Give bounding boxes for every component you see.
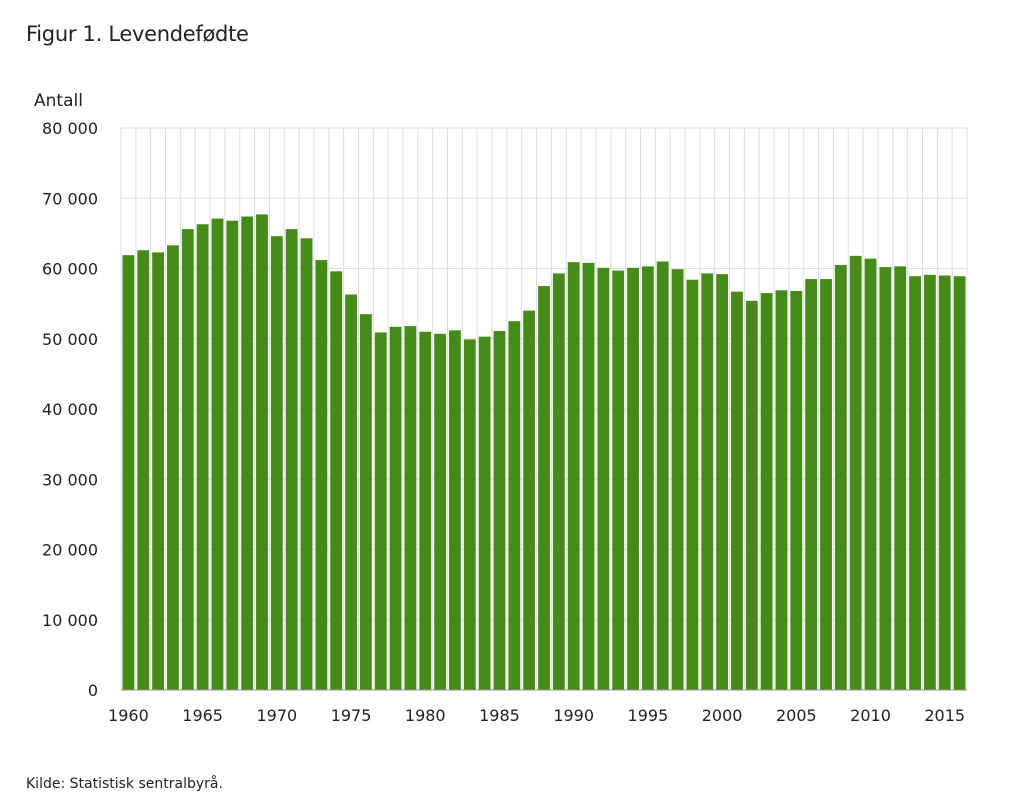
bar-2014 xyxy=(923,274,936,690)
bar-1980 xyxy=(419,331,432,690)
bar-1971 xyxy=(285,229,298,690)
bar-2005 xyxy=(790,290,803,690)
chart-title: Figur 1. Levendefødte xyxy=(26,22,249,46)
bar-1988 xyxy=(538,286,550,690)
x-tick-label: 1970 xyxy=(256,706,297,725)
x-tick-label: 2000 xyxy=(702,706,743,725)
y-tick-label: 10 000 xyxy=(42,611,98,630)
bar-1984 xyxy=(478,336,491,690)
y-tick-label: 30 000 xyxy=(42,470,98,489)
y-axis-label: Antall xyxy=(34,91,83,111)
y-tick-label: 50 000 xyxy=(42,330,98,349)
bar-1960 xyxy=(122,255,135,690)
bar-1990 xyxy=(567,262,580,690)
bar-1994 xyxy=(627,267,639,690)
bar-1978 xyxy=(389,326,402,690)
bar-2009 xyxy=(849,255,862,691)
bar-1986 xyxy=(508,321,521,690)
bar-2007 xyxy=(820,279,832,690)
bar-1987 xyxy=(523,310,536,690)
bars-layer xyxy=(122,214,966,691)
bar-1975 xyxy=(345,294,357,690)
bar-1993 xyxy=(612,270,625,690)
bar-1969 xyxy=(256,214,268,690)
y-tick-label: 0 xyxy=(88,681,98,700)
bar-1982 xyxy=(449,330,461,690)
bar-1992 xyxy=(597,267,610,690)
bar-2006 xyxy=(805,279,818,690)
axis-layer: 0 10 000 20 000 30 000 40 000 50 000 60 000 70 … xyxy=(42,119,967,725)
x-tick-label: 1975 xyxy=(331,706,372,725)
bar-2000 xyxy=(716,274,729,690)
bar-1963 xyxy=(167,245,179,690)
bar-2011 xyxy=(879,267,892,690)
y-tick-label: 70 000 xyxy=(42,189,98,208)
bar-2012 xyxy=(894,266,907,690)
bar-1997 xyxy=(671,269,684,690)
bar-1974 xyxy=(330,271,343,690)
bar-1965 xyxy=(196,224,209,690)
x-tick-label: 2005 xyxy=(776,706,817,725)
bar-1996 xyxy=(656,261,669,690)
bar-1983 xyxy=(463,339,476,690)
bar-1967 xyxy=(226,220,239,691)
bar-1964 xyxy=(181,229,194,690)
bar-2001 xyxy=(731,291,743,690)
y-tick-label: 60 000 xyxy=(42,260,98,279)
bar-1973 xyxy=(315,260,328,690)
bar-1985 xyxy=(493,331,506,690)
x-tick-label: 1980 xyxy=(405,706,446,725)
y-tick-label: 20 000 xyxy=(42,541,98,560)
y-tick-label: 40 000 xyxy=(42,400,98,419)
y-tick-label: 80 000 xyxy=(42,119,98,138)
bar-2003 xyxy=(760,293,773,690)
bar-1970 xyxy=(270,236,283,690)
bar-1962 xyxy=(152,252,165,690)
x-tick-label: 2015 xyxy=(924,706,965,725)
x-tick-label: 1965 xyxy=(182,706,223,725)
bar-1979 xyxy=(404,326,417,690)
x-tick-label: 1990 xyxy=(553,706,594,725)
bar-1977 xyxy=(374,332,387,690)
bar-1998 xyxy=(686,279,699,690)
bar-1999 xyxy=(701,273,714,690)
x-tick-label: 1985 xyxy=(479,706,520,725)
bar-1961 xyxy=(137,250,150,691)
bar-1981 xyxy=(434,333,447,690)
grid-layer xyxy=(120,127,968,690)
bar-2004 xyxy=(775,290,788,690)
bar-2016 xyxy=(953,276,966,690)
bar-2010 xyxy=(864,258,877,690)
x-tick-label: 1960 xyxy=(108,706,149,725)
bar-1976 xyxy=(359,314,372,690)
bar-1972 xyxy=(300,238,313,691)
bar-2002 xyxy=(745,300,758,690)
bar-1966 xyxy=(211,218,224,690)
bar-1989 xyxy=(552,273,565,690)
x-tick-label: 1995 xyxy=(628,706,669,725)
source-note: Kilde: Statistisk sentralbyrå. xyxy=(26,776,223,792)
bar-1995 xyxy=(641,266,654,690)
x-tick-label: 2010 xyxy=(850,706,891,725)
bar-2008 xyxy=(834,264,847,690)
bar-1991 xyxy=(582,262,595,690)
bar-1968 xyxy=(241,216,254,690)
bar-2015 xyxy=(938,275,951,690)
bar-2013 xyxy=(909,276,921,690)
